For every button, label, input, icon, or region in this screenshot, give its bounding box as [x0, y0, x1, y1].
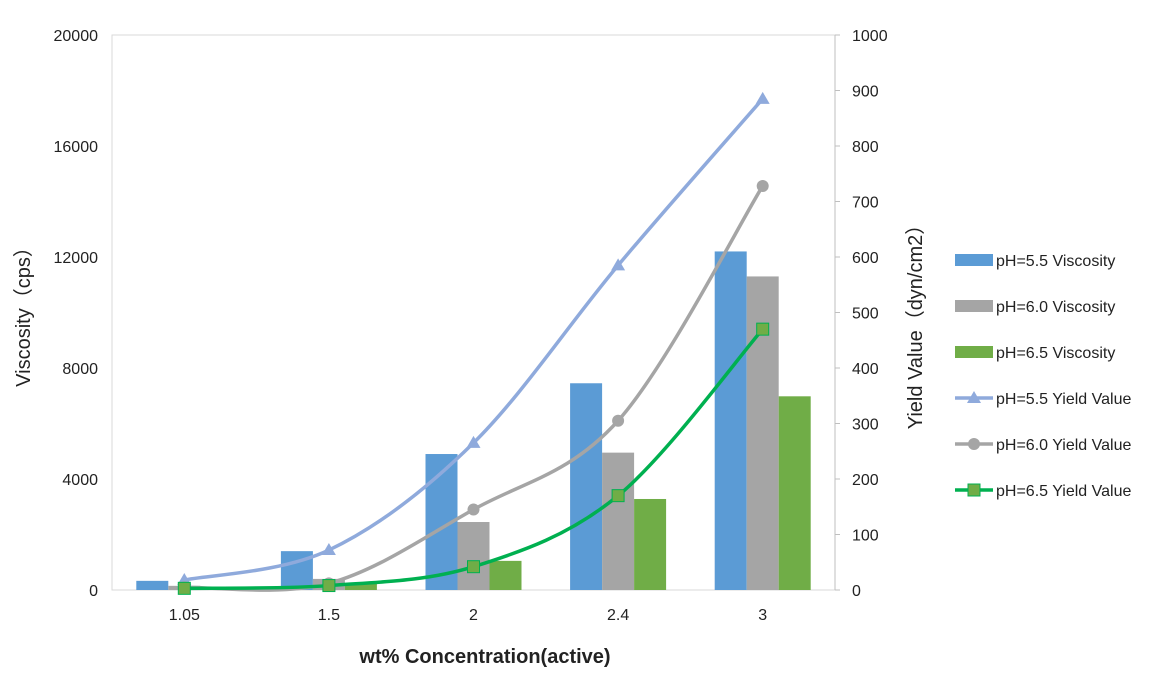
legend: pH=5.5 Viscosity pH=6.0 Viscosity pH=6.5 V… [955, 253, 1131, 500]
y2-tick-label: 700 [852, 195, 879, 212]
line-layer [177, 91, 770, 595]
legend-swatch [955, 300, 993, 312]
bar [778, 396, 811, 590]
bar [634, 498, 667, 590]
line-marker [967, 391, 981, 403]
x-axis-title: wt% Concentration(active) [358, 646, 610, 668]
legend-label: pH=5.5 Viscosity [996, 253, 1115, 270]
line-marker [755, 91, 770, 104]
y-tick-label: 12000 [54, 250, 99, 267]
series-line [183, 97, 765, 582]
line-marker [467, 560, 480, 574]
y2-tick-label: 1000 [852, 28, 888, 45]
x-tick-label: 2.4 [607, 607, 629, 624]
y2-axis-title: Yield Value（dyn/cm2） [904, 215, 927, 430]
legend-label: pH=6.5 Yield Value [996, 483, 1131, 500]
y2-tick-label: 300 [852, 417, 879, 434]
line-marker [467, 503, 480, 516]
legend-swatch [955, 254, 993, 266]
line-marker [756, 179, 769, 192]
y2-tick-label: 600 [852, 250, 879, 267]
bar [457, 522, 490, 590]
line-marker [612, 414, 625, 427]
y2-tick-label: 100 [852, 528, 879, 545]
line-marker [611, 258, 626, 271]
line-marker [177, 581, 191, 595]
y-axis-title: Viscosity（cps） [12, 237, 35, 387]
bar [136, 580, 169, 590]
line-marker [466, 435, 481, 448]
legend-label: pH=5.5 Yield Value [996, 391, 1131, 408]
plot-area [111, 34, 836, 591]
x-axis-ticks: 1.05 1.5 2 2.4 3 [169, 607, 768, 624]
y2-axis-ticks: 0 100 200 300 400 500 600 700 800 900 1000 [834, 28, 888, 600]
y2-tick-label: 900 [852, 84, 879, 101]
x-tick-label: 1.5 [318, 607, 340, 624]
x-tick-label: 3 [758, 607, 767, 624]
y-tick-label: 20000 [54, 28, 99, 45]
legend-swatch [955, 346, 993, 358]
line-marker [322, 579, 336, 593]
bar [714, 251, 747, 590]
line-marker [756, 322, 770, 336]
line-marker [321, 543, 336, 556]
y2-tick-label: 800 [852, 139, 879, 156]
legend-label: pH=6.0 Viscosity [996, 299, 1115, 316]
y-tick-label: 0 [89, 583, 98, 600]
y-tick-label: 8000 [62, 361, 98, 378]
legend-label: pH=6.0 Yield Value [996, 437, 1131, 454]
line-marker [968, 438, 980, 450]
series-line [184, 185, 765, 592]
bar [570, 383, 603, 590]
bar [344, 583, 377, 590]
x-tick-label: 2 [469, 607, 478, 624]
legend-label: pH=6.5 Viscosity [996, 345, 1115, 362]
y2-tick-label: 200 [852, 472, 879, 489]
bar [489, 560, 522, 590]
line-marker [967, 483, 981, 497]
y-axis-ticks: 0 4000 8000 12000 16000 20000 [54, 28, 99, 600]
bar [602, 452, 635, 590]
y2-tick-label: 400 [852, 361, 879, 378]
y2-tick-label: 0 [852, 583, 861, 600]
y-tick-label: 4000 [62, 472, 98, 489]
y-tick-label: 16000 [54, 139, 99, 156]
line-marker [611, 489, 625, 503]
y2-tick-label: 500 [852, 306, 879, 323]
x-tick-label: 1.05 [169, 607, 200, 624]
